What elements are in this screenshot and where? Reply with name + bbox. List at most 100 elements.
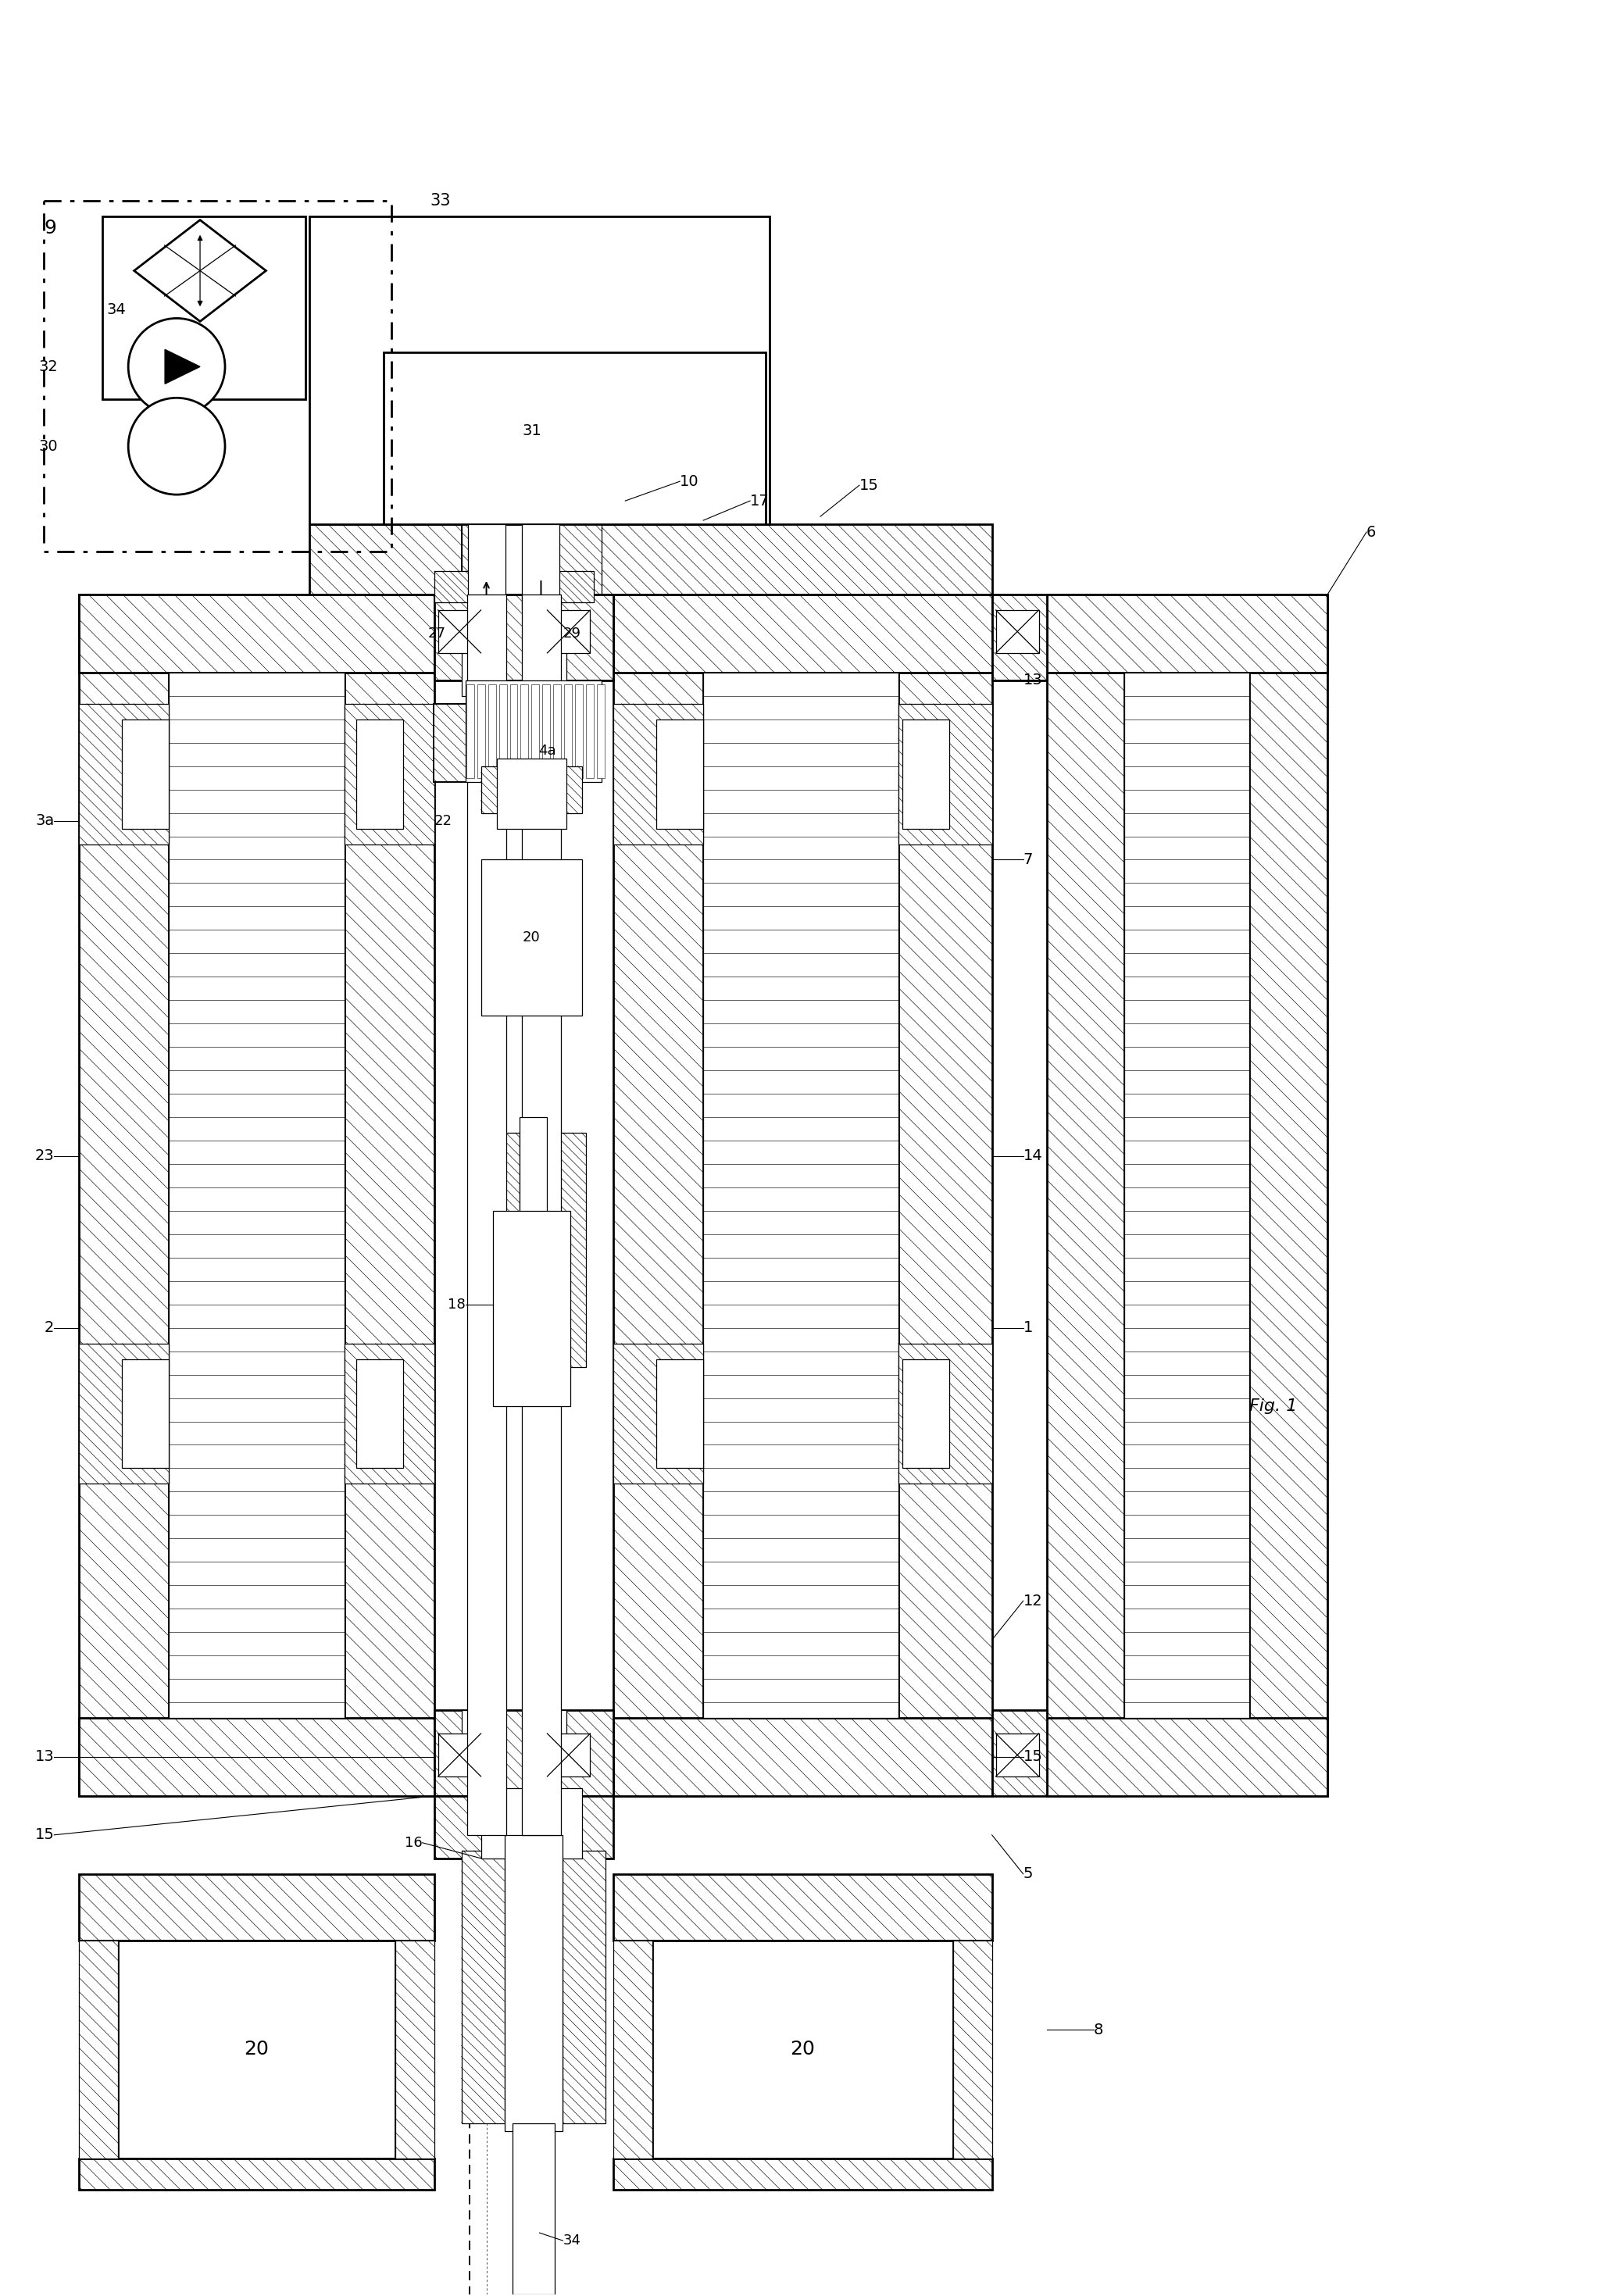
Polygon shape — [614, 595, 992, 673]
Polygon shape — [79, 2158, 433, 2190]
Text: 10: 10 — [680, 473, 699, 489]
Text: 9: 9 — [43, 218, 56, 236]
Circle shape — [129, 397, 226, 494]
Polygon shape — [614, 1940, 652, 2158]
Polygon shape — [554, 684, 561, 778]
Polygon shape — [461, 641, 496, 696]
Polygon shape — [477, 684, 485, 778]
Polygon shape — [345, 1343, 433, 1483]
Text: 14: 14 — [1023, 1148, 1042, 1164]
Polygon shape — [122, 719, 169, 829]
Polygon shape — [79, 1717, 433, 1795]
Text: 3a: 3a — [35, 813, 55, 829]
Polygon shape — [169, 673, 345, 1717]
Polygon shape — [532, 1711, 567, 1766]
Polygon shape — [1124, 673, 1250, 1717]
Polygon shape — [488, 684, 496, 778]
Polygon shape — [992, 1711, 1047, 1795]
Polygon shape — [103, 216, 306, 400]
Text: 13: 13 — [35, 1750, 55, 1763]
Polygon shape — [438, 1733, 482, 1777]
Polygon shape — [433, 703, 594, 781]
Polygon shape — [79, 703, 169, 845]
Polygon shape — [467, 595, 506, 1835]
Polygon shape — [532, 684, 540, 778]
Text: 31: 31 — [522, 422, 541, 439]
Polygon shape — [522, 523, 559, 611]
Polygon shape — [79, 1874, 433, 1940]
Text: 15: 15 — [859, 478, 878, 494]
Text: 1: 1 — [1023, 1320, 1033, 1336]
Polygon shape — [122, 1359, 169, 1467]
Polygon shape — [309, 216, 770, 523]
Polygon shape — [902, 1359, 949, 1467]
Polygon shape — [559, 523, 603, 595]
Polygon shape — [520, 1118, 548, 1375]
Polygon shape — [559, 572, 594, 602]
Circle shape — [129, 319, 226, 416]
Polygon shape — [543, 684, 551, 778]
Polygon shape — [356, 1359, 403, 1467]
Text: 7: 7 — [1023, 852, 1033, 868]
Polygon shape — [509, 684, 517, 778]
Polygon shape — [461, 523, 504, 595]
Polygon shape — [134, 220, 266, 321]
Text: 13: 13 — [1023, 673, 1042, 689]
Polygon shape — [902, 719, 949, 829]
Text: 20: 20 — [243, 2041, 269, 2060]
Text: 17: 17 — [751, 494, 770, 507]
Polygon shape — [996, 611, 1039, 652]
Polygon shape — [614, 703, 704, 845]
Polygon shape — [996, 1733, 1039, 1777]
Polygon shape — [433, 1795, 614, 1857]
Polygon shape — [79, 595, 169, 1795]
Polygon shape — [899, 703, 992, 845]
Polygon shape — [614, 1343, 704, 1483]
Text: 22: 22 — [433, 813, 453, 829]
Polygon shape — [899, 1343, 992, 1483]
Text: 4a: 4a — [538, 744, 556, 758]
Polygon shape — [493, 1210, 570, 1405]
Polygon shape — [79, 1940, 118, 2158]
Polygon shape — [614, 2158, 992, 2190]
Polygon shape — [1250, 595, 1327, 1795]
Text: 33: 33 — [430, 193, 451, 209]
Polygon shape — [614, 595, 704, 1795]
Text: 32: 32 — [39, 358, 58, 374]
Polygon shape — [570, 523, 992, 595]
Text: 34: 34 — [562, 2234, 582, 2248]
Polygon shape — [512, 2124, 556, 2294]
Polygon shape — [504, 1835, 562, 2131]
Text: 30: 30 — [39, 439, 58, 455]
Text: 34: 34 — [106, 303, 126, 317]
Polygon shape — [1047, 1717, 1327, 1795]
Text: 12: 12 — [1023, 1593, 1042, 1607]
Polygon shape — [548, 1132, 586, 1366]
Polygon shape — [614, 1717, 992, 1795]
Text: 20: 20 — [522, 930, 541, 944]
Polygon shape — [562, 1851, 606, 2124]
Text: 18: 18 — [448, 1297, 466, 1311]
Text: 15: 15 — [1023, 1750, 1042, 1763]
Polygon shape — [656, 1359, 704, 1467]
Polygon shape — [1047, 595, 1327, 673]
Polygon shape — [461, 523, 570, 595]
Text: 6: 6 — [1366, 526, 1376, 540]
Polygon shape — [482, 1132, 520, 1366]
Polygon shape — [356, 719, 403, 829]
Polygon shape — [586, 684, 594, 778]
Polygon shape — [548, 1733, 590, 1777]
Polygon shape — [383, 354, 765, 523]
Text: 15: 15 — [35, 1828, 55, 1841]
Polygon shape — [79, 595, 433, 673]
Polygon shape — [482, 859, 582, 1015]
Text: 2: 2 — [45, 1320, 55, 1336]
Polygon shape — [118, 1940, 395, 2158]
Polygon shape — [466, 680, 603, 781]
Text: 5: 5 — [1023, 1867, 1033, 1880]
Polygon shape — [482, 1789, 582, 1857]
Polygon shape — [899, 595, 992, 1795]
Polygon shape — [438, 611, 482, 652]
Polygon shape — [575, 684, 583, 778]
Polygon shape — [520, 684, 528, 778]
